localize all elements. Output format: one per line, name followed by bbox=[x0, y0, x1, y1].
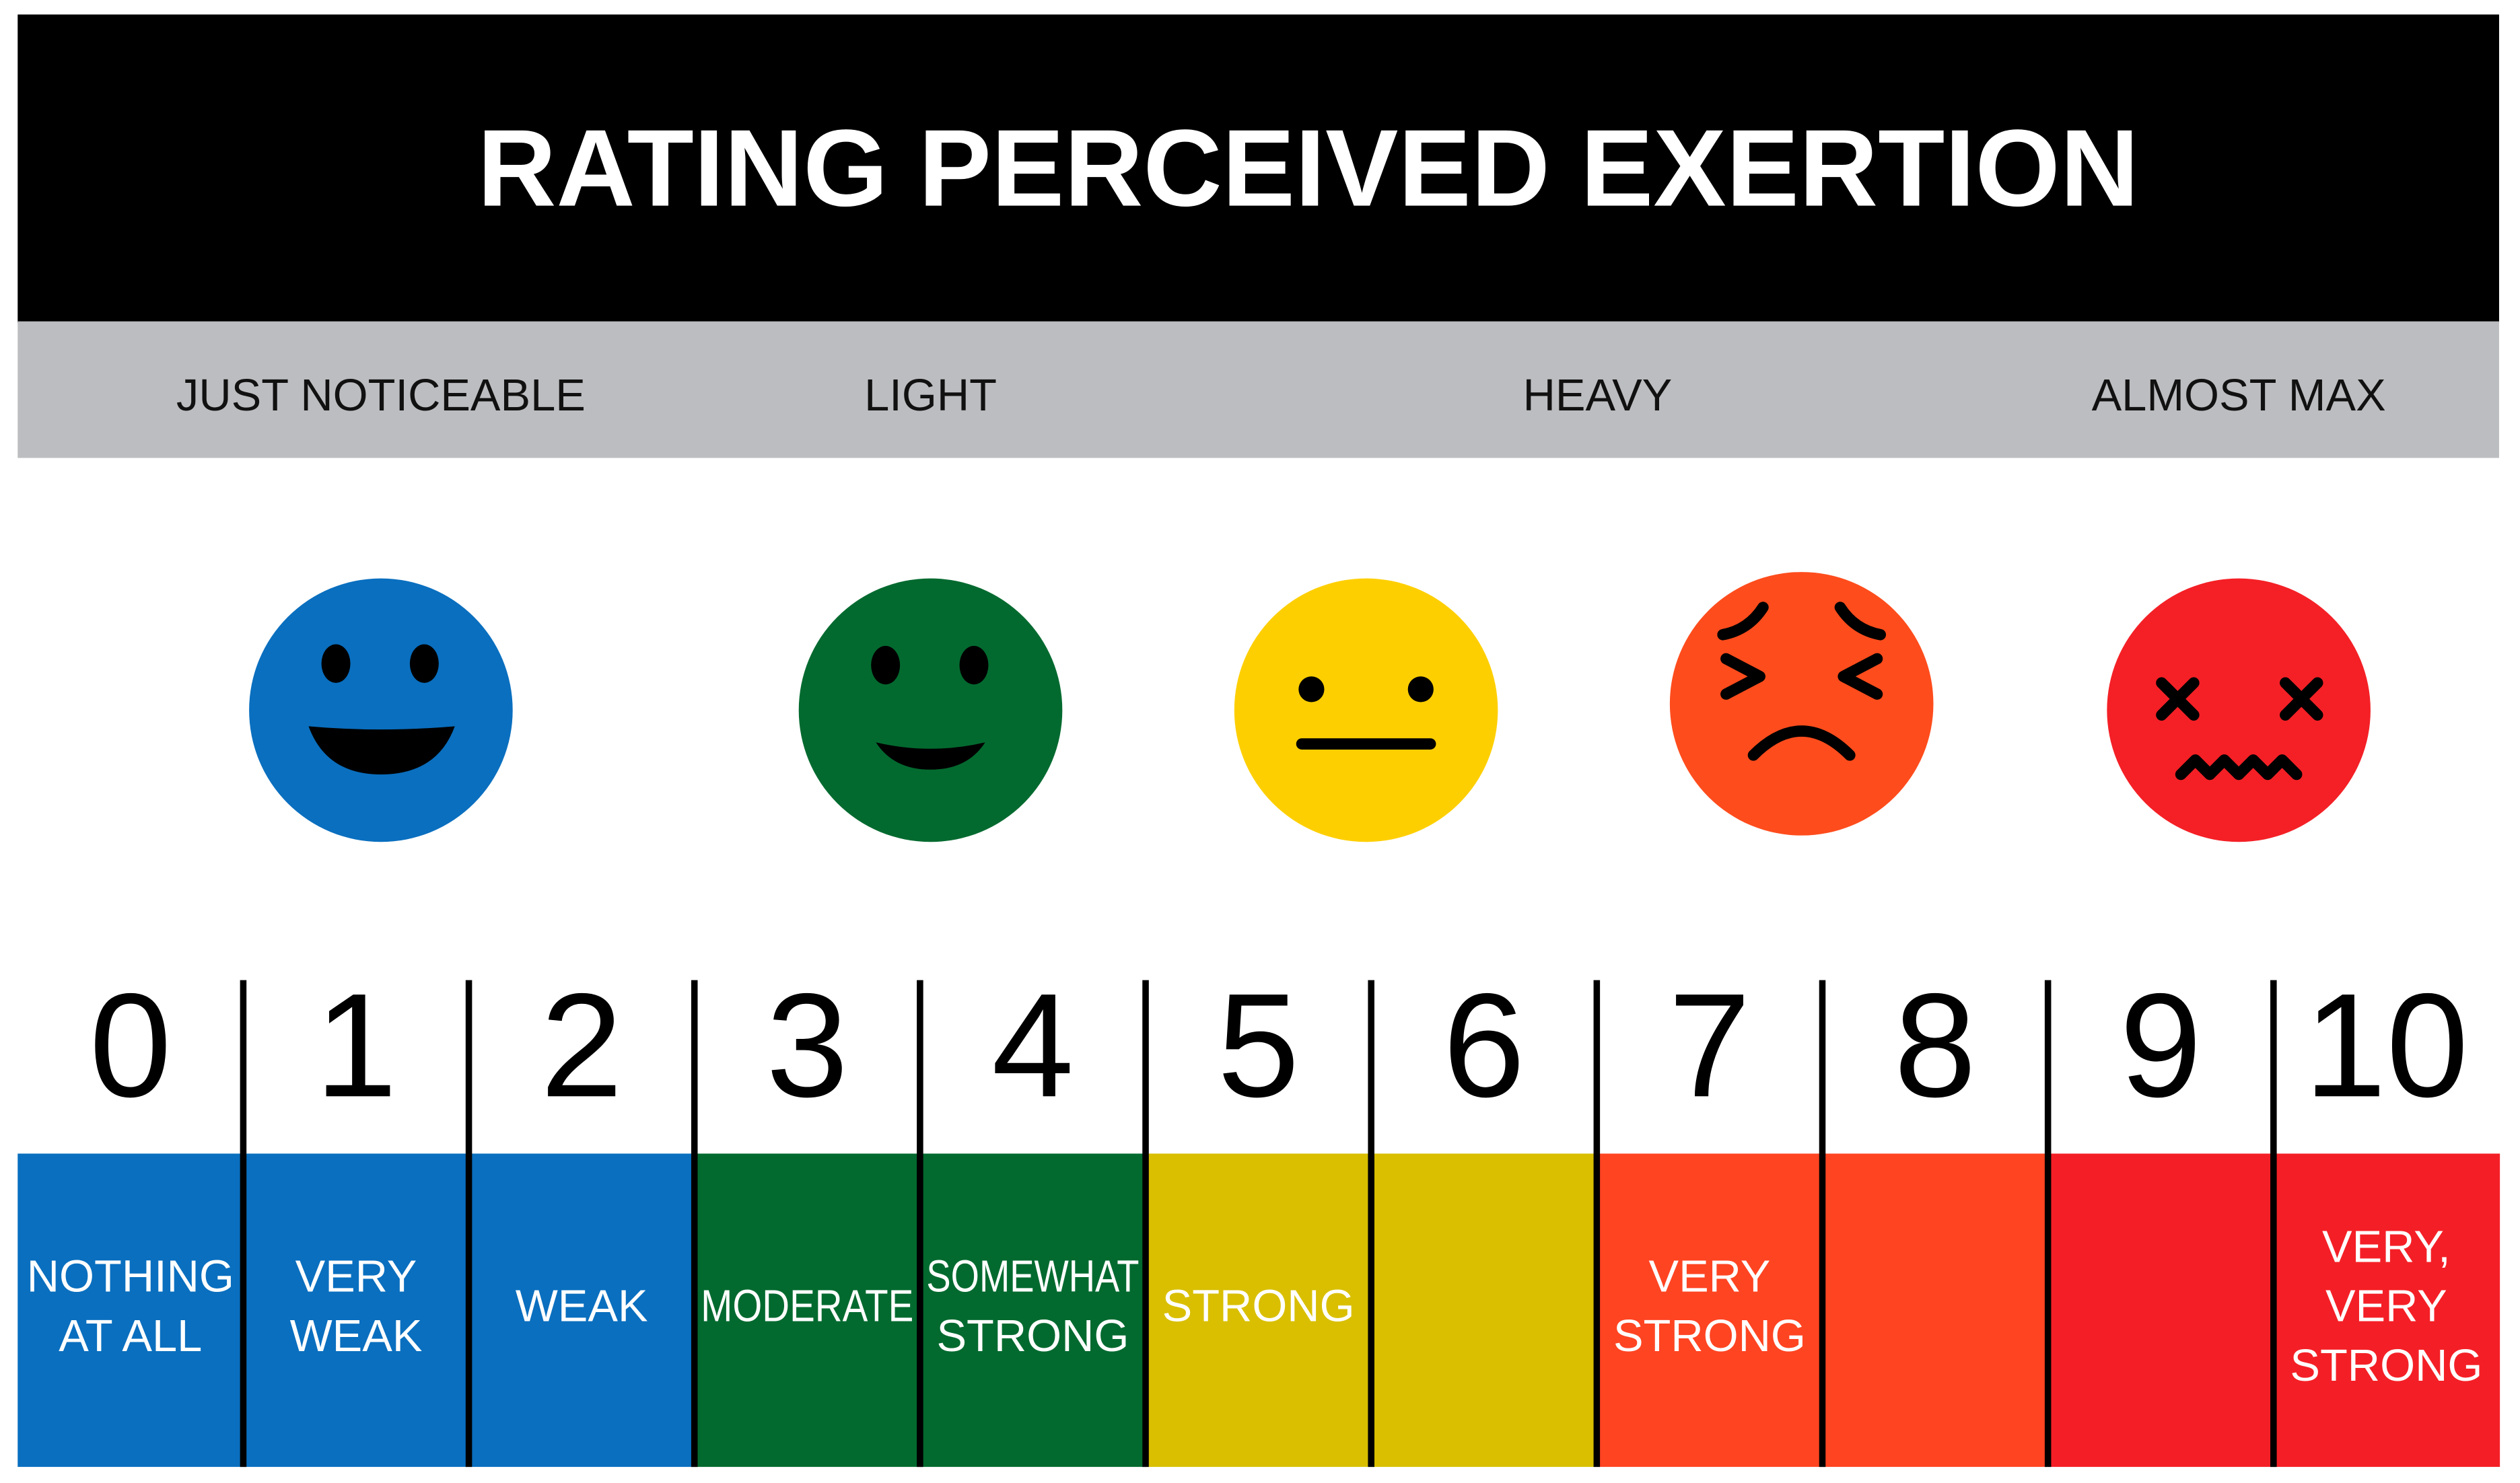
level-number: 3 bbox=[766, 962, 848, 1128]
level-description: VERY bbox=[295, 1252, 417, 1302]
title: RATING PERCEIVED EXERTION bbox=[477, 108, 2139, 229]
level-description: STRONG bbox=[1162, 1281, 1355, 1332]
level-number: 8 bbox=[1894, 962, 1976, 1128]
zone-label: JUST NOTICEABLE bbox=[176, 370, 586, 421]
zone-label: HEAVY bbox=[1523, 370, 1673, 421]
level-block bbox=[2273, 1153, 2500, 1468]
zone-label: ALMOST MAX bbox=[2092, 370, 2386, 421]
zone-labels: JUST NOTICEABLE LIGHT HEAVY ALMOST MAX bbox=[176, 370, 2386, 421]
level-block bbox=[243, 1153, 470, 1468]
level-block bbox=[1597, 1153, 1823, 1468]
level-block bbox=[1146, 1153, 1372, 1468]
level-number: 4 bbox=[991, 962, 1074, 1128]
zone-band bbox=[18, 321, 2499, 458]
level-block bbox=[919, 1153, 1147, 1468]
level-block bbox=[1822, 1153, 2049, 1468]
header-bar bbox=[18, 14, 2499, 323]
level-block bbox=[468, 1153, 695, 1468]
scale: 0 NOTHING AT ALL 1 VERY WEAK 2 WEAK 3 MODERATE 4 SO… bbox=[18, 962, 2500, 1468]
face-red bbox=[2107, 578, 2371, 842]
level-description: MODERATE bbox=[701, 1281, 913, 1332]
level-block bbox=[694, 1153, 921, 1468]
level-description: NOTHING bbox=[27, 1252, 234, 1302]
zone-label: LIGHT bbox=[864, 370, 997, 421]
level-description: STRONG bbox=[1613, 1311, 1806, 1361]
level-description: WEAK bbox=[290, 1311, 423, 1361]
level-description: VERY bbox=[2325, 1281, 2447, 1332]
level-description: VERY bbox=[1649, 1252, 1771, 1302]
level-number: 2 bbox=[540, 962, 623, 1128]
level-description: STRONG bbox=[936, 1311, 1129, 1361]
face-green bbox=[798, 578, 1063, 842]
level-description: WEAK bbox=[516, 1281, 648, 1332]
level-number: 9 bbox=[2120, 962, 2202, 1128]
level-description: AT ALL bbox=[59, 1311, 202, 1361]
level-number: 1 bbox=[315, 962, 397, 1128]
level-number: 7 bbox=[1669, 962, 1751, 1128]
face-yellow bbox=[1234, 578, 1498, 842]
level-description: VERY, bbox=[2322, 1221, 2451, 1272]
level-number: 10 bbox=[2304, 962, 2468, 1128]
level-block bbox=[1371, 1153, 1598, 1468]
face-orange bbox=[1669, 572, 1934, 836]
level-description: SOMEWHAT bbox=[926, 1252, 1139, 1302]
level-block bbox=[2048, 1153, 2274, 1468]
level-description: STRONG bbox=[2290, 1340, 2482, 1391]
level-number: 6 bbox=[1443, 962, 1525, 1128]
level-number: 5 bbox=[1218, 962, 1300, 1128]
level-number: 0 bbox=[90, 962, 172, 1128]
face-blue bbox=[249, 578, 513, 842]
level-block bbox=[18, 1153, 244, 1468]
